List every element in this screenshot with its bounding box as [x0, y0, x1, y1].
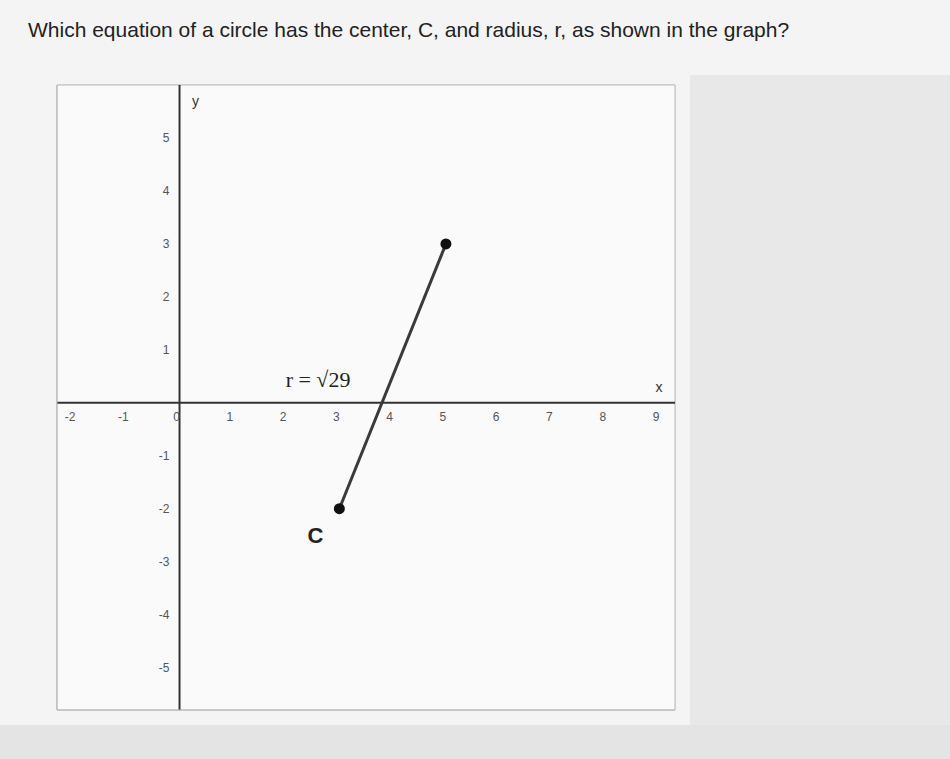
- svg-text:-2: -2: [159, 502, 170, 516]
- svg-text:1: 1: [163, 343, 170, 357]
- svg-text:6: 6: [493, 410, 500, 424]
- svg-text:5: 5: [440, 410, 447, 424]
- svg-text:3: 3: [333, 410, 340, 424]
- svg-text:4: 4: [163, 184, 170, 198]
- svg-text:C: C: [307, 523, 323, 548]
- svg-text:y: y: [192, 93, 199, 109]
- svg-text:8: 8: [599, 410, 606, 424]
- svg-text:3: 3: [163, 237, 170, 251]
- svg-text:-1: -1: [159, 449, 170, 463]
- svg-text:-3: -3: [159, 555, 170, 569]
- svg-text:2: 2: [163, 290, 170, 304]
- svg-text:5: 5: [163, 131, 170, 145]
- svg-text:9: 9: [653, 410, 660, 424]
- html-text:Which equation of a circle has: Which equation of a circle has the cente…: [28, 18, 790, 41]
- svg-text:4: 4: [386, 410, 393, 424]
- svg-text:2: 2: [280, 410, 287, 424]
- svg-text:7: 7: [546, 410, 553, 424]
- svg-text:-4: -4: [159, 608, 170, 622]
- svg-text:-1: -1: [118, 410, 129, 424]
- svg-text:x: x: [656, 379, 663, 395]
- svg-text:1: 1: [226, 410, 233, 424]
- svg-text:r = √29: r = √29: [286, 367, 351, 392]
- svg-text:-2: -2: [65, 410, 76, 424]
- svg-text:0: 0: [173, 410, 180, 424]
- svg-text:-5: -5: [159, 661, 170, 675]
